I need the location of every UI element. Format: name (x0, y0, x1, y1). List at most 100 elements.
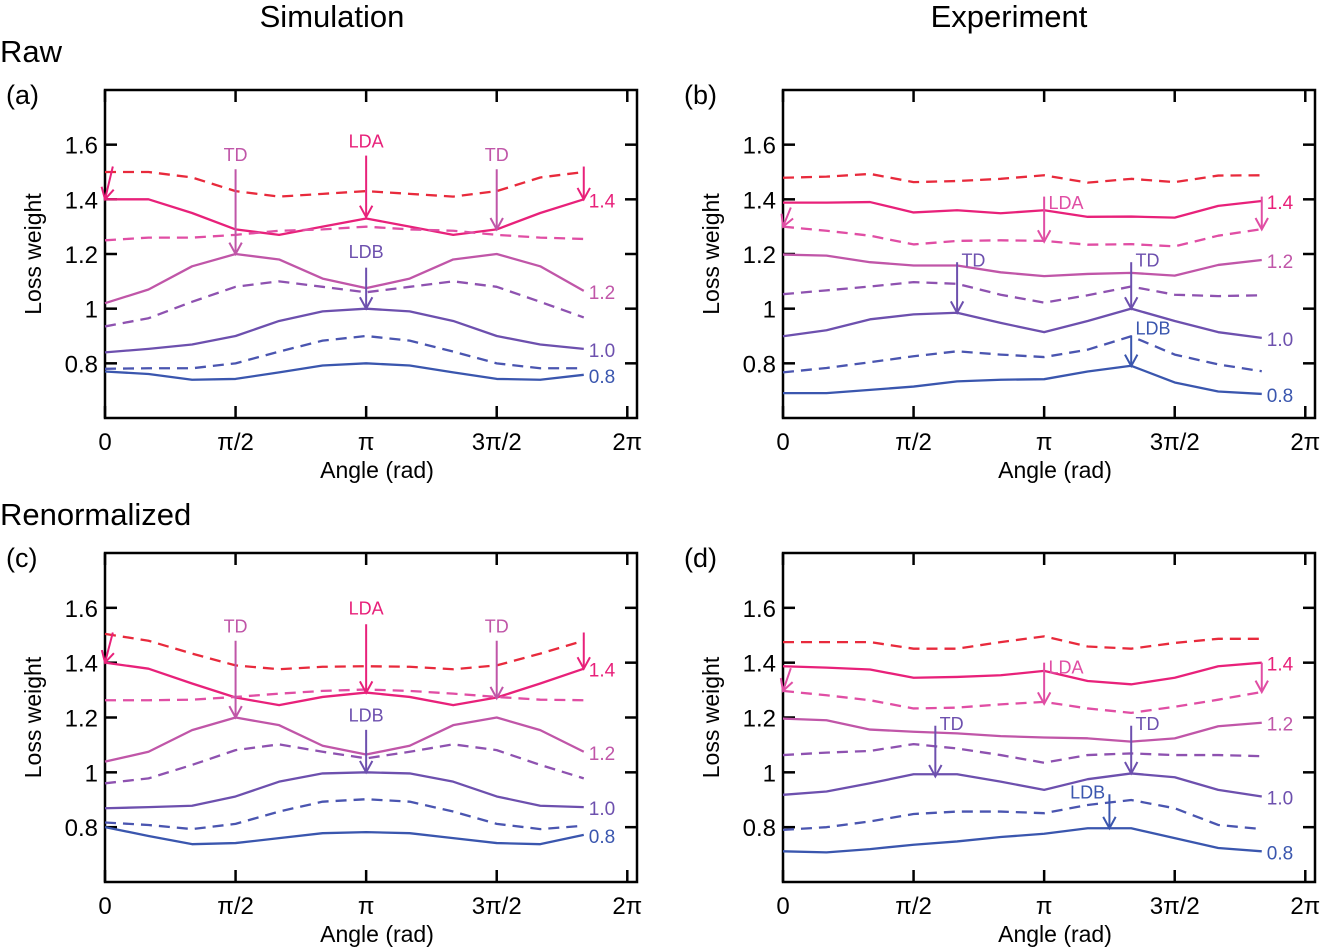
x-tick-label: π/2 (895, 429, 932, 456)
arrow-shaft (104, 632, 114, 663)
series-line (104, 716, 585, 763)
series-line (105, 198, 585, 237)
x-tick-label: π (1036, 893, 1053, 920)
annotation-label: TD (224, 617, 248, 637)
x-tick-label: 2π (612, 893, 642, 920)
panel-label: (c) (6, 543, 37, 573)
arrow-head-icon (359, 760, 374, 775)
series-end-label: 1.0 (1267, 788, 1293, 809)
arrow-head-icon (228, 705, 243, 720)
x-tick-label: π/2 (217, 893, 254, 920)
arrow-shaft (782, 207, 792, 228)
series-line-dashed (782, 281, 1262, 304)
arrow-head-icon (1124, 761, 1139, 776)
y-tick-label: 1 (85, 297, 98, 324)
y-tick-label: 1.2 (65, 706, 98, 733)
y-tick-label: 1.6 (65, 596, 98, 623)
arrow-head-icon (1037, 229, 1052, 244)
arrow-head-icon (359, 680, 374, 695)
panel-c: (c) 0 π/2 π 3π/2 2π 0.8 1 1.2 1.4 1.6 Angle (rad) Lo… (6, 543, 642, 947)
y-tick-label: 1.2 (743, 706, 776, 733)
arrow-head-icon (489, 217, 504, 232)
arrow-head-icon (100, 186, 115, 202)
x-axis-label: Angle (rad) (320, 921, 434, 947)
arrow-head-icon (576, 656, 591, 671)
series-line-dashed (782, 225, 1262, 248)
x-tick-label: 0 (776, 893, 789, 920)
series-line (104, 252, 585, 305)
y-axis-label: Loss weight (20, 193, 46, 315)
y-tick-label: 1.4 (65, 651, 98, 678)
arrow-head-icon (576, 187, 591, 202)
arrow-head-icon (779, 677, 794, 693)
annotation-label: LDB (349, 242, 384, 262)
annotation-label: TD (485, 617, 509, 637)
series-line (782, 772, 1262, 798)
annotation-label: LDB (349, 706, 384, 726)
arrow-head-icon (489, 686, 504, 701)
series-end-label: 0.8 (1267, 843, 1293, 864)
arrow-shaft (782, 667, 792, 692)
x-tick-label: 3π/2 (1150, 893, 1200, 920)
series-line-dashed (104, 225, 584, 242)
y-tick-label: 1.6 (743, 133, 776, 160)
arrow-head-icon (780, 213, 794, 229)
series-line (782, 661, 1262, 686)
series-line (104, 771, 584, 810)
arrow-head-icon (928, 764, 943, 779)
series-end-label: 0.8 (1267, 386, 1293, 407)
series-end-label: 0.8 (589, 827, 615, 848)
series-end-label: 1.2 (1267, 715, 1293, 736)
column-title-experiment: Experiment (931, 0, 1088, 34)
x-tick-label: 2π (1290, 429, 1320, 456)
y-axis-label: Loss weight (698, 656, 724, 778)
series-end-label: 1.0 (589, 799, 615, 820)
series-line-dashed (783, 635, 1262, 650)
y-axis-label: Loss weight (698, 193, 724, 315)
y-tick-label: 1.4 (743, 187, 776, 214)
x-tick-label: π (358, 429, 375, 456)
arrow-head-icon (1102, 816, 1117, 831)
panel-d: (d) 0 π/2 π 3π/2 2π 0.8 1 1.2 1.4 1.6 Angle (rad) Lo… (684, 543, 1320, 947)
y-axis-label: Loss weight (20, 656, 46, 778)
annotation-label: LDA (349, 599, 384, 619)
x-tick-label: 0 (776, 429, 789, 456)
x-tick-label: π (1036, 429, 1053, 456)
series-line-dashed (105, 688, 584, 702)
series-line-dashed (782, 335, 1262, 374)
annotation-label: TD (961, 250, 985, 270)
y-tick-label: 1 (85, 760, 98, 787)
x-tick-label: π/2 (895, 893, 932, 920)
series-line-dashed (782, 689, 1262, 714)
series-line (782, 717, 1262, 743)
x-tick-label: π/2 (217, 429, 254, 456)
panel-label: (b) (684, 80, 717, 110)
series-line (104, 826, 585, 846)
series-line (783, 364, 1262, 396)
series-line (783, 199, 1262, 219)
annotation-label: TD (940, 714, 964, 734)
row-title-raw: Raw (0, 34, 63, 69)
plot-frame (781, 88, 1317, 420)
y-tick-label: 1.4 (743, 651, 776, 678)
x-tick-label: 0 (98, 429, 111, 456)
annotation-label: LDA (1048, 193, 1083, 213)
series-end-label: 1.4 (1267, 655, 1294, 676)
arrow-shaft (104, 166, 114, 200)
annotation-label: TD (1136, 714, 1160, 734)
arrow-head-icon (1124, 296, 1139, 311)
arrow-head-icon (359, 296, 374, 311)
arrow-head-icon (100, 649, 115, 665)
y-tick-label: 1.2 (743, 242, 776, 269)
series-line-dashed (104, 334, 584, 370)
series-end-label: 1.4 (589, 191, 616, 212)
series-end-label: 1.0 (1267, 330, 1293, 351)
series-line (782, 253, 1262, 278)
arrow-head-icon (1254, 680, 1269, 695)
arrow-head-icon (359, 205, 374, 220)
y-tick-label: 1 (763, 760, 776, 787)
annotation-label: LDA (1048, 658, 1083, 678)
x-tick-label: 2π (1290, 893, 1320, 920)
annotation-label: TD (224, 145, 248, 165)
